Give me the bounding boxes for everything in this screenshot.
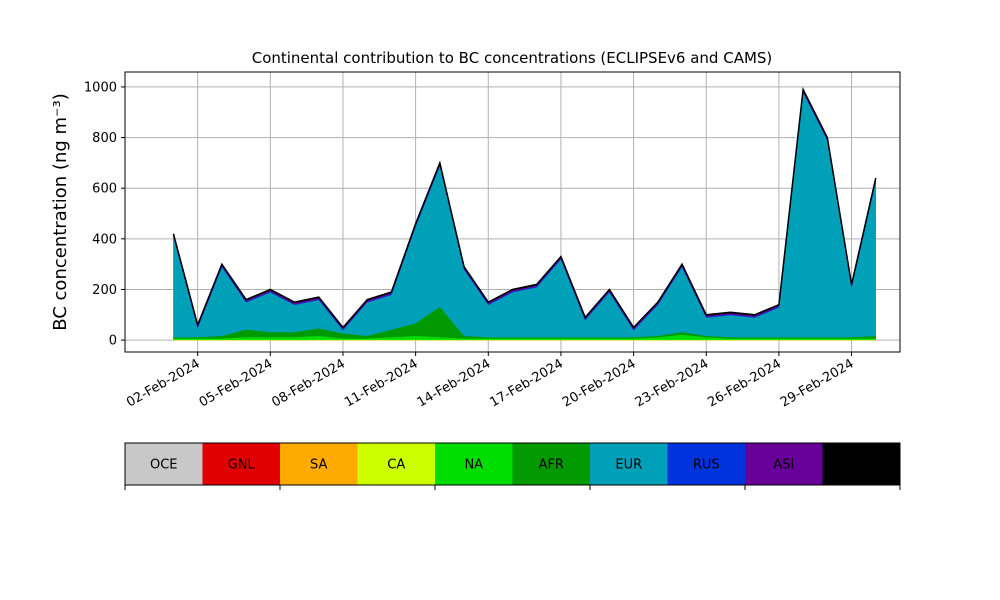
legend-swatch	[822, 443, 900, 485]
legend-swatch	[202, 443, 280, 485]
legend-label: EUR	[615, 458, 642, 473]
legend-swatch	[125, 443, 203, 485]
legend-swatch	[512, 443, 590, 485]
legend-label: OCE	[150, 458, 178, 473]
outline	[172, 86, 877, 329]
legend-swatch	[667, 443, 745, 485]
y-tick-label: 400	[92, 232, 117, 247]
legend-label: ASI	[773, 458, 794, 473]
legend-label: RUS	[693, 458, 720, 473]
legend-swatch	[280, 443, 358, 485]
legend-swatch	[435, 443, 513, 485]
legend-label: CA	[387, 458, 405, 473]
legend-label: GNL	[228, 458, 256, 473]
y-tick-label: 600	[92, 182, 117, 197]
legend-label: AFR	[539, 458, 564, 473]
legend-label: SA	[310, 458, 327, 473]
chart-title: Continental contribution to BC concentra…	[252, 49, 773, 67]
y-tick-label: 800	[92, 131, 117, 146]
legend-swatch	[357, 443, 435, 485]
legend-frame	[124, 442, 901, 486]
y-tick-label: 200	[92, 283, 117, 298]
y-tick-label: 1000	[84, 80, 117, 95]
y-axis-label: BC concentration (ng m⁻³)	[50, 93, 71, 331]
plot-frame	[124, 71, 901, 353]
legend-label: NA	[464, 458, 483, 473]
legend-swatch	[745, 443, 823, 485]
legend-swatch	[590, 443, 668, 485]
legend-label: AUS	[848, 458, 875, 473]
y-tick-label: 0	[109, 334, 117, 349]
